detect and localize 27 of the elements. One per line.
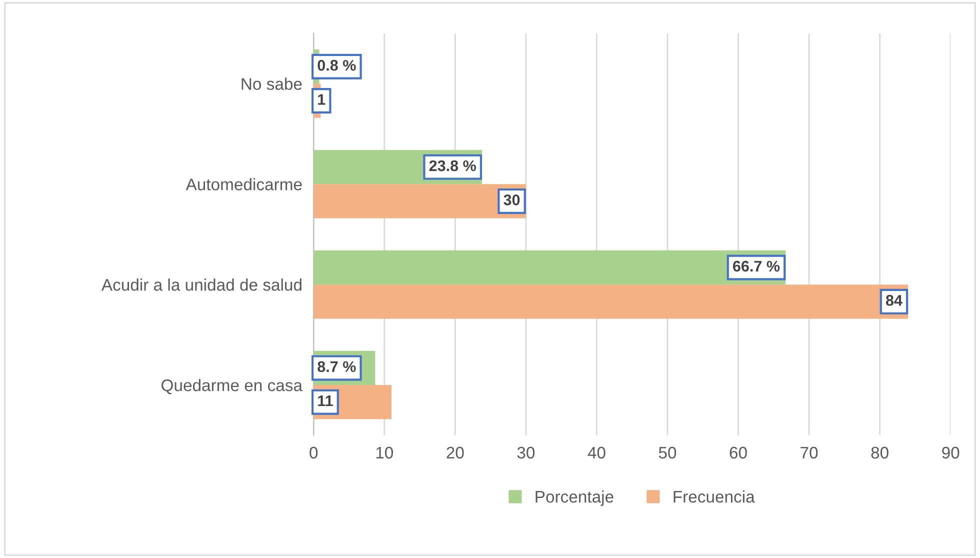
x-tick-label: 50 [658,446,676,459]
data-label: 8.7 % [318,361,356,372]
data-label: 1 [318,94,326,105]
y-tick-label: Automedicarme [186,178,302,190]
data-label: 84 [886,294,902,306]
data-label: 23.8 % [429,160,476,172]
bar [314,284,908,319]
y-tick-label: Quedarme en casa [162,378,302,394]
legend-label: Porcentaje [536,490,614,506]
bar [314,250,786,285]
bar [314,184,526,218]
x-tick-label: 70 [800,446,818,459]
x-tick-label: 20 [446,446,464,459]
x-tick-label: 30 [517,446,535,459]
y-tick-label: Acudir a la unidad de salud [101,278,302,291]
x-tick-label: 60 [730,446,747,459]
legend-label: Frecuencia [674,490,755,503]
data-label: 11 [318,396,333,406]
y-tick-label: No sabe [242,78,302,90]
x-tick-label: 90 [942,446,960,459]
data-label: 0.8 % [318,60,356,71]
x-tick-label: 80 [871,446,888,459]
data-label: 30 [504,194,520,206]
x-tick-label: 10 [376,446,393,459]
x-tick-label: 0 [310,446,318,459]
data-label: 66.7 % [733,260,780,272]
x-tick-label: 40 [588,446,606,459]
